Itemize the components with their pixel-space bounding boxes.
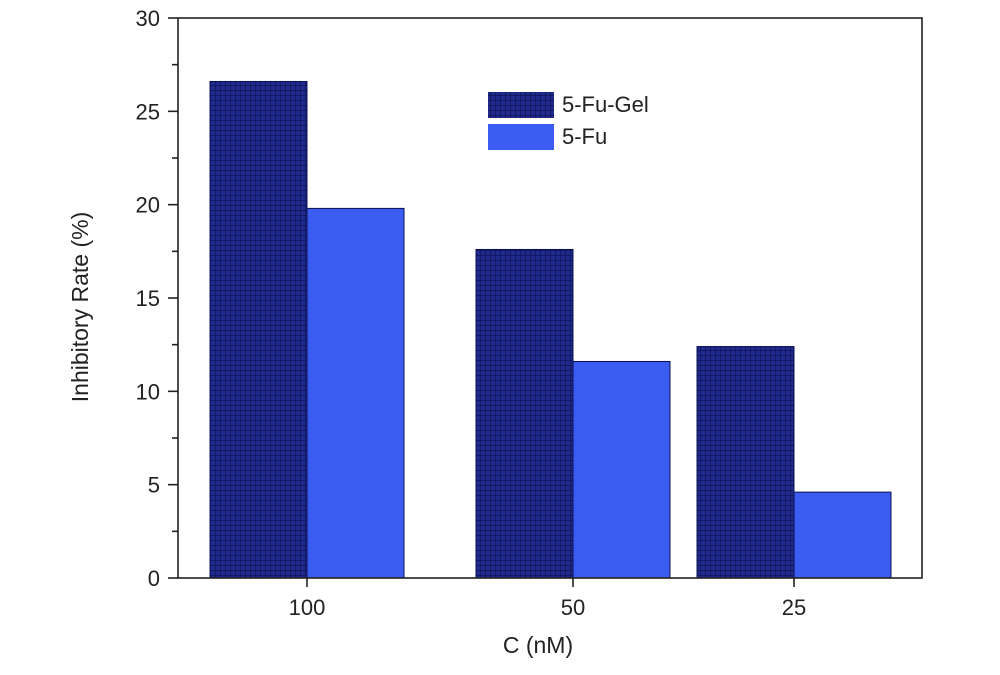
bar-5-fu-100 — [306, 207, 405, 579]
y-axis-title: Inhibitory Rate (%) — [67, 212, 93, 402]
ticks-layer: 0 5 10 15 20 25 30 100 50 25 — [136, 6, 807, 620]
legend-label-5-fu-gel: 5-Fu-Gel — [562, 92, 649, 117]
bar-5-fu-gel-25 — [696, 346, 795, 579]
bar-5-fu-gel-50 — [475, 248, 574, 579]
x-tick-label-100: 100 — [289, 595, 326, 620]
bar-5-fu-gel-100 — [209, 80, 308, 579]
x-axis-title: C (nM) — [503, 632, 573, 658]
y-tick-label-30: 30 — [136, 6, 160, 31]
bars-layer — [209, 80, 892, 579]
y-tick-label-15: 15 — [136, 286, 160, 311]
y-tick-label-0: 0 — [148, 566, 160, 591]
legend-swatch-5-fu-gel — [488, 92, 554, 118]
legend: 5-Fu-Gel 5-Fu — [488, 92, 649, 150]
x-tick-label-25: 25 — [782, 595, 806, 620]
bar-5-fu-25 — [793, 491, 892, 579]
y-tick-label-20: 20 — [136, 193, 160, 218]
legend-label-5-fu: 5-Fu — [562, 124, 607, 149]
y-tick-label-5: 5 — [148, 473, 160, 498]
bar-5-fu-50 — [572, 360, 671, 579]
x-tick-label-50: 50 — [561, 595, 585, 620]
y-tick-label-10: 10 — [136, 379, 160, 404]
y-tick-label-25: 25 — [136, 99, 160, 124]
legend-swatch-5-fu — [488, 124, 554, 150]
